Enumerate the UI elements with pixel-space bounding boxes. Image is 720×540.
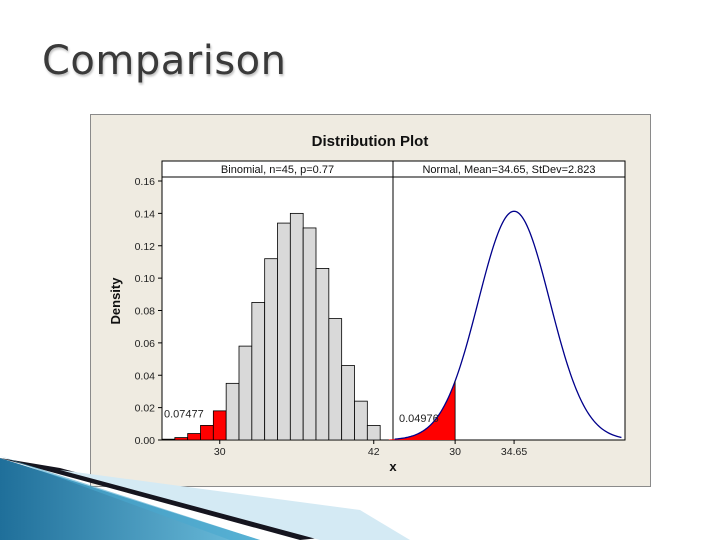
binomial-bar-30 xyxy=(212,410,227,441)
y-tick-label: 0.12 xyxy=(135,241,156,253)
normal-x-tick-label: 30 xyxy=(449,446,461,458)
binomial-bar-40 xyxy=(341,365,355,441)
binomial-bar-42 xyxy=(366,425,381,441)
y-tick-label: 0.08 xyxy=(135,306,156,318)
binomial-x-tick-label: 42 xyxy=(368,446,380,458)
chart-title: Distribution Plot xyxy=(312,133,429,150)
chart-canvas: Distribution Plot Density x 0.00 0.02 0.04… xyxy=(108,133,626,474)
y-tick-label: 0.16 xyxy=(135,176,156,188)
binomial-bar-28 xyxy=(187,433,201,441)
x-axis-label: x xyxy=(389,459,397,474)
y-tick-label: 0.10 xyxy=(135,273,156,285)
y-tick-label: 0.14 xyxy=(135,208,156,220)
binomial-shaded-prob-label: 0.07477 xyxy=(164,408,204,420)
binomial-bar-35 xyxy=(277,222,291,441)
normal-shaded-tail xyxy=(388,381,456,440)
distribution-plot-chart: Distribution Plot Density x 0.00 0.02 0.04… xyxy=(90,114,651,487)
slide-title: Comparison xyxy=(42,38,287,84)
normal-x-tick-label: 34.65 xyxy=(501,446,527,458)
y-axis-label: Density xyxy=(108,277,123,325)
binomial-bar-33 xyxy=(251,302,266,441)
y-tick-label: 0.02 xyxy=(135,403,156,415)
binomial-bar-31 xyxy=(225,382,240,441)
binomial-bar-38 xyxy=(315,268,330,441)
binomial-bar-26 xyxy=(161,438,176,441)
panel-header-binomial: Binomial, n=45, p=0.77 xyxy=(221,164,334,176)
binomial-bar-32 xyxy=(238,345,253,441)
normal-shaded-prob-label: 0.04976 xyxy=(399,413,439,425)
binomial-x-tick-label: 30 xyxy=(214,446,226,458)
binomial-bar-36 xyxy=(289,212,304,441)
binomial-bar-39 xyxy=(328,318,343,441)
binomial-bar-37 xyxy=(302,227,317,441)
binomial-bar-34 xyxy=(264,258,278,441)
binomial-bar-29 xyxy=(200,425,214,441)
normal-curve xyxy=(394,210,622,440)
y-tick-label: 0.04 xyxy=(135,370,156,382)
y-tick-label: 0.00 xyxy=(135,435,156,447)
binomial-bar-41 xyxy=(354,400,368,441)
panel-header-normal: Normal, Mean=34.65, StDev=2.823 xyxy=(422,164,595,176)
binomial-bar-27 xyxy=(174,437,189,441)
y-tick-label: 0.06 xyxy=(135,338,156,350)
